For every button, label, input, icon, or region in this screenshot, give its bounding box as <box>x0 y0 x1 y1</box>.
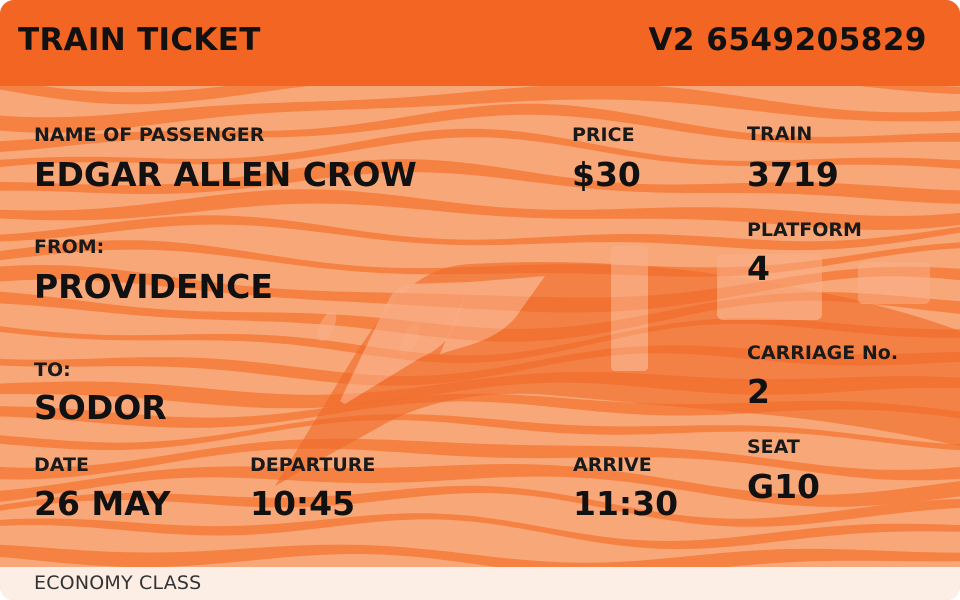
ticket-title: TRAIN TICKET <box>18 22 261 58</box>
carriage-label: CARRIAGE No. <box>747 342 899 364</box>
arrive-label: ARRIVE <box>573 454 652 476</box>
from-label: FROM: <box>34 236 105 258</box>
to-label: TO: <box>34 359 71 381</box>
wave-band <box>0 215 960 251</box>
from-value: PROVIDENCE <box>34 267 273 306</box>
wave-band <box>0 86 960 105</box>
wave-band <box>0 414 960 451</box>
wave-band <box>0 128 960 169</box>
ticket-body: NAME OF PASSENGER EDGAR ALLEN CROW FROM:… <box>0 86 960 567</box>
wave-band <box>0 103 960 152</box>
carriage-value: 2 <box>747 372 770 411</box>
wave-band <box>0 544 960 567</box>
price-label: PRICE <box>572 124 635 146</box>
wave-background <box>0 86 960 567</box>
date-value: 26 MAY <box>34 484 171 523</box>
platform-value: 4 <box>747 249 770 288</box>
departure-value: 10:45 <box>250 484 356 523</box>
departure-label: DEPARTURE <box>250 454 376 476</box>
wave-band <box>0 438 960 481</box>
ticket-number: V2 6549205829 <box>648 22 927 58</box>
to-value: SODOR <box>34 388 167 427</box>
wave-band <box>0 86 960 133</box>
wave-band <box>0 393 960 428</box>
train-value: 3719 <box>747 155 839 194</box>
ticket-fields: NAME OF PASSENGER EDGAR ALLEN CROW FROM:… <box>0 86 960 567</box>
seat-label: SEAT <box>747 436 800 458</box>
train-watermark-icon <box>275 246 960 486</box>
wave-band <box>0 513 960 549</box>
ticket-footer: ECONOMY CLASS <box>0 567 960 600</box>
wave-band <box>0 159 960 204</box>
passenger-name: EDGAR ALLEN CROW <box>34 155 417 194</box>
wave-band <box>0 189 960 230</box>
ticket-header: TRAIN TICKET V2 6549205829 <box>0 0 960 86</box>
platform-label: PLATFORM <box>747 219 862 241</box>
passenger-label: NAME OF PASSENGER <box>34 124 265 146</box>
train-label: TRAIN <box>747 123 813 145</box>
arrive-value: 11:30 <box>573 484 679 523</box>
class-label: ECONOMY CLASS <box>34 572 202 594</box>
date-label: DATE <box>34 454 89 476</box>
price-value: $30 <box>572 155 641 194</box>
seat-value: G10 <box>747 467 821 506</box>
wave-band <box>0 464 960 507</box>
